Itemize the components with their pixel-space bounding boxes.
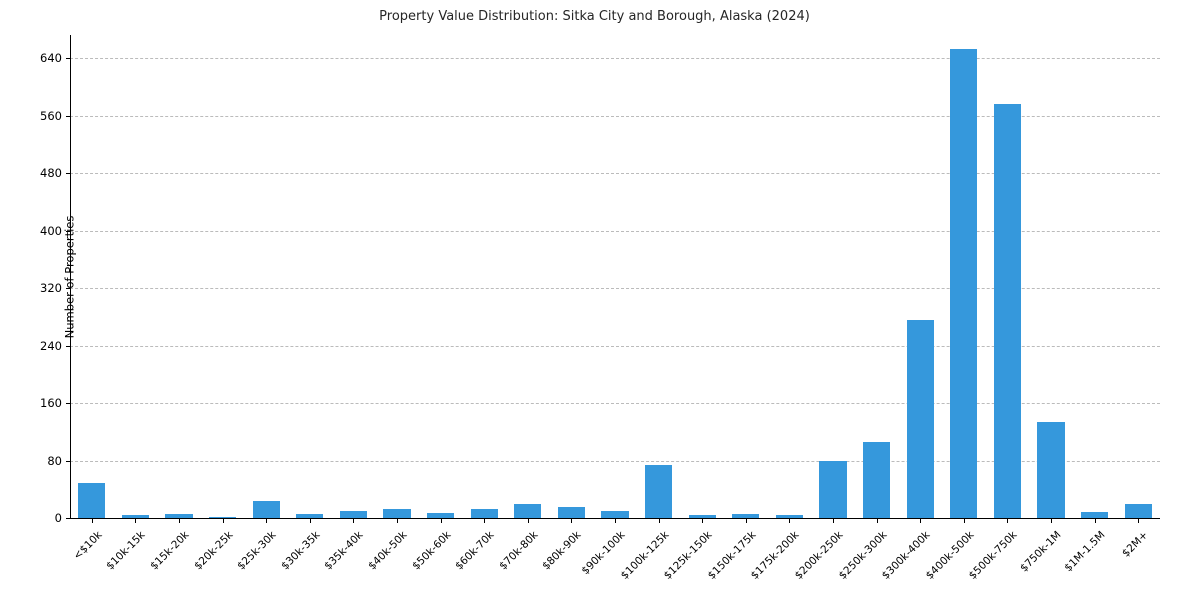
x-tick-mark xyxy=(1051,518,1052,523)
y-tick-mark xyxy=(66,115,70,117)
y-tick-mark xyxy=(66,518,70,519)
x-tick-mark xyxy=(440,518,442,523)
x-tick-mark xyxy=(876,518,878,523)
bar xyxy=(252,500,280,518)
x-tick-mark xyxy=(1138,518,1140,523)
bar xyxy=(1081,511,1109,518)
bar xyxy=(470,509,498,518)
x-tick-mark xyxy=(789,518,791,523)
bar xyxy=(775,515,803,518)
bar xyxy=(427,512,455,518)
x-tick-mark xyxy=(309,518,311,523)
x-tick-mark xyxy=(484,518,486,523)
x-tick-label: $30k-35k xyxy=(278,529,323,573)
bar xyxy=(209,516,237,518)
y-tick-mark xyxy=(66,173,70,174)
bar xyxy=(78,482,106,518)
y-tick-label: 0 xyxy=(54,511,62,525)
gridline xyxy=(70,345,1160,347)
bar xyxy=(339,510,367,518)
x-tick-label: $1M-1.5M xyxy=(1061,529,1108,575)
x-tick-label: $750k-1M xyxy=(1017,529,1064,575)
gridline xyxy=(70,115,1160,117)
x-axis-line xyxy=(70,518,1160,519)
x-tick-mark xyxy=(91,518,93,523)
x-tick-mark xyxy=(266,518,268,523)
y-tick-mark xyxy=(66,230,70,232)
x-tick-label: $40k-50k xyxy=(366,529,410,573)
bar xyxy=(863,441,891,518)
y-tick-mark xyxy=(66,345,70,347)
bar xyxy=(296,514,324,518)
y-tick-mark xyxy=(66,403,70,404)
x-tick-label: $15k-20k xyxy=(148,529,192,573)
x-tick-mark xyxy=(702,518,704,523)
bar xyxy=(950,49,978,518)
bar xyxy=(121,515,149,518)
chart-title: Property Value Distribution: Sitka City … xyxy=(379,9,810,24)
x-tick-label: <$10k xyxy=(71,529,105,563)
x-tick-label: $70k-80k xyxy=(496,529,541,573)
y-tick-label: 80 xyxy=(47,453,62,468)
x-tick-mark xyxy=(353,518,355,523)
x-tick-label: $35k-40k xyxy=(322,529,366,573)
bar xyxy=(383,508,411,518)
bar xyxy=(993,104,1021,518)
x-tick-mark xyxy=(833,518,834,523)
gridline xyxy=(70,230,1160,232)
bar xyxy=(514,503,542,518)
bar xyxy=(1124,504,1152,518)
y-tick-mark xyxy=(66,288,70,289)
x-tick-label: $20k-25k xyxy=(191,529,236,573)
x-tick-mark xyxy=(1007,518,1009,523)
x-tick-mark xyxy=(615,518,616,523)
gridline xyxy=(70,58,1160,59)
y-tick-label: 160 xyxy=(40,396,62,410)
y-tick-label: 320 xyxy=(40,281,62,295)
bar xyxy=(1037,421,1065,518)
y-tick-label: 480 xyxy=(40,166,62,180)
bar xyxy=(688,515,716,518)
gridline xyxy=(70,288,1160,289)
y-tick-label: 640 xyxy=(40,51,62,65)
x-tick-mark xyxy=(222,518,224,523)
x-tick-mark xyxy=(1094,518,1096,523)
x-tick-mark xyxy=(571,518,573,523)
x-tick-mark xyxy=(397,518,398,523)
y-tick-mark xyxy=(66,58,70,59)
y-tick-label: 240 xyxy=(40,338,62,353)
y-tick-label: 400 xyxy=(40,223,62,238)
bar xyxy=(906,320,934,518)
y-tick-label: 560 xyxy=(40,108,62,123)
bar xyxy=(732,513,760,518)
gridline xyxy=(70,403,1160,404)
bar xyxy=(819,460,847,518)
x-tick-label: $10k-15k xyxy=(104,529,148,573)
x-tick-mark xyxy=(920,518,922,523)
plot-area: 0 80 160 240 320 400 480 560 640 <$10k $10k-15k $1… xyxy=(40,35,1160,582)
x-tick-label: $2M+ xyxy=(1120,529,1151,560)
x-tick-label: $60k-70k xyxy=(453,529,497,573)
bar xyxy=(557,506,585,518)
y-tick-mark xyxy=(66,460,70,462)
x-tick-label: $80k-90k xyxy=(540,529,584,573)
x-tick-mark xyxy=(963,518,965,523)
gridline xyxy=(70,173,1160,174)
x-tick-mark xyxy=(527,518,529,523)
x-tick-mark xyxy=(135,518,137,523)
x-tick-label: $50k-60k xyxy=(409,529,454,573)
gridline xyxy=(70,460,1160,462)
x-tick-mark xyxy=(745,518,747,523)
bar xyxy=(601,510,629,518)
bar xyxy=(645,464,673,518)
x-tick-mark xyxy=(179,518,180,523)
x-tick-label: $25k-30k xyxy=(235,529,279,573)
x-tick-mark xyxy=(658,518,660,523)
y-axis-line xyxy=(70,35,71,518)
bar xyxy=(165,514,193,518)
